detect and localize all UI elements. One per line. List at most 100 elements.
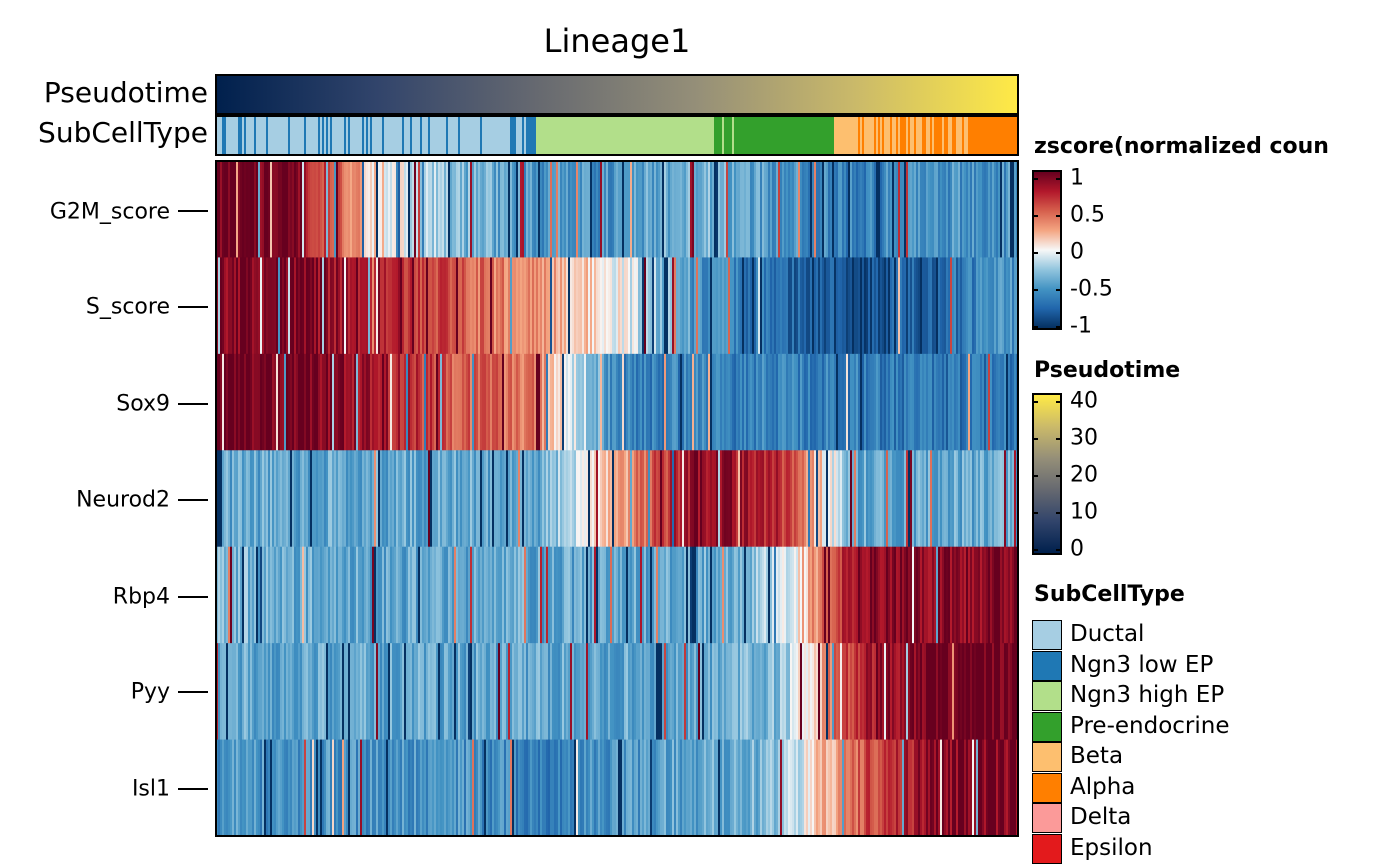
heatmap-cell [324,546,327,644]
heatmap-cell [412,353,415,451]
heatmap-cell [966,257,969,355]
heatmap-cell [414,257,417,355]
subcelltype-cell [320,116,323,155]
heatmap-cell [506,257,509,355]
heatmap-cell [760,739,763,837]
heatmap-cell [632,353,635,451]
heatmap-cell [628,257,631,355]
heatmap-cell [668,161,671,258]
subcelltype-cell [528,116,531,155]
heatmap-cell [868,353,871,451]
subcelltype-cell [518,116,521,155]
heatmap-cell [338,161,341,258]
heatmap-cell [630,546,633,644]
heatmap-cell [914,739,917,837]
heatmap-cell [596,739,599,837]
heatmap-cell [996,643,999,741]
heatmap-cell [368,161,371,258]
heatmap-cell [876,161,879,258]
heatmap-cell [478,546,481,644]
heatmap-cell [368,450,371,548]
heatmap-cell [710,643,713,741]
heatmap-cell [580,546,583,644]
heatmap-cell [618,257,621,355]
heatmap-cell [592,257,595,355]
subcelltype-cell [740,116,743,155]
heatmap-cell [822,257,825,355]
subcelltype-cell [632,116,635,155]
heatmap-cell [516,450,519,548]
heatmap-cell [578,450,581,548]
heatmap-cell [718,161,721,258]
subcelltype-cell [970,116,973,155]
heatmap-cell [456,450,459,548]
heatmap-cell [482,739,485,837]
heatmap-cell [764,161,767,258]
heatmap-cell [994,161,997,258]
heatmap-cell [414,353,417,451]
heatmap-cell [916,353,919,451]
heatmap-cell [590,257,593,355]
subcelltype-cell [822,116,825,155]
heatmap-cell [426,739,429,837]
subcelltype-cell [592,116,595,155]
heatmap-cell [962,739,965,837]
heatmap-cell [650,257,653,355]
heatmap-cell [706,546,709,644]
subcelltype-cell [884,116,887,155]
heatmap-cell [410,739,413,837]
heatmap-cell [500,450,503,548]
heatmap-cell [900,257,903,355]
heatmap-cell [404,450,407,548]
heatmap-cell [372,450,375,548]
heatmap-cell [680,450,683,548]
heatmap-cell [388,257,391,355]
heatmap-cell [300,353,303,451]
heatmap-cell [498,546,501,644]
heatmap-cell [768,257,771,355]
heatmap-cell [628,450,631,548]
heatmap-cell [596,161,599,258]
legend-label: Pre-endocrine [1070,712,1230,739]
heatmap-cell [614,643,617,741]
heatmap-cell [808,257,811,355]
heatmap-cell [976,739,979,837]
heatmap-cell [738,450,741,548]
heatmap-cell [1004,257,1007,355]
heatmap-cell [844,546,847,644]
heatmap-cell [668,257,671,355]
heatmap-cell [254,161,257,258]
heatmap-cell [660,161,663,258]
heatmap-cell [550,643,553,741]
heatmap-cell [590,161,593,258]
heatmap-cell [486,643,489,741]
heatmap-cell [462,546,465,644]
heatmap-cell [614,161,617,258]
heatmap-cell [226,257,229,355]
heatmap-cell [670,450,673,548]
heatmap-cell [550,450,553,548]
heatmap-cell [832,739,835,837]
subcelltype-cell [676,116,679,155]
heatmap-cell [856,257,859,355]
heatmap-cell [294,161,297,258]
heatmap-cell [608,353,611,451]
heatmap-cell [514,643,517,741]
heatmap-cell [1008,546,1011,644]
heatmap-cell [310,546,313,644]
heatmap-cell [668,643,671,741]
heatmap-cell [818,739,821,837]
heatmap-cell [484,450,487,548]
heatmap-cell [908,257,911,355]
heatmap-cell [352,546,355,644]
heatmap-cell [434,161,437,258]
heatmap-cell [802,450,805,548]
subcelltype-cell [892,116,895,155]
heatmap-cell [692,739,695,837]
heatmap-cell [506,739,509,837]
subcelltype-cell [568,116,571,155]
heatmap-cell [458,257,461,355]
heatmap-cell [288,450,291,548]
heatmap-cell [848,546,851,644]
heatmap-cell [522,546,525,644]
